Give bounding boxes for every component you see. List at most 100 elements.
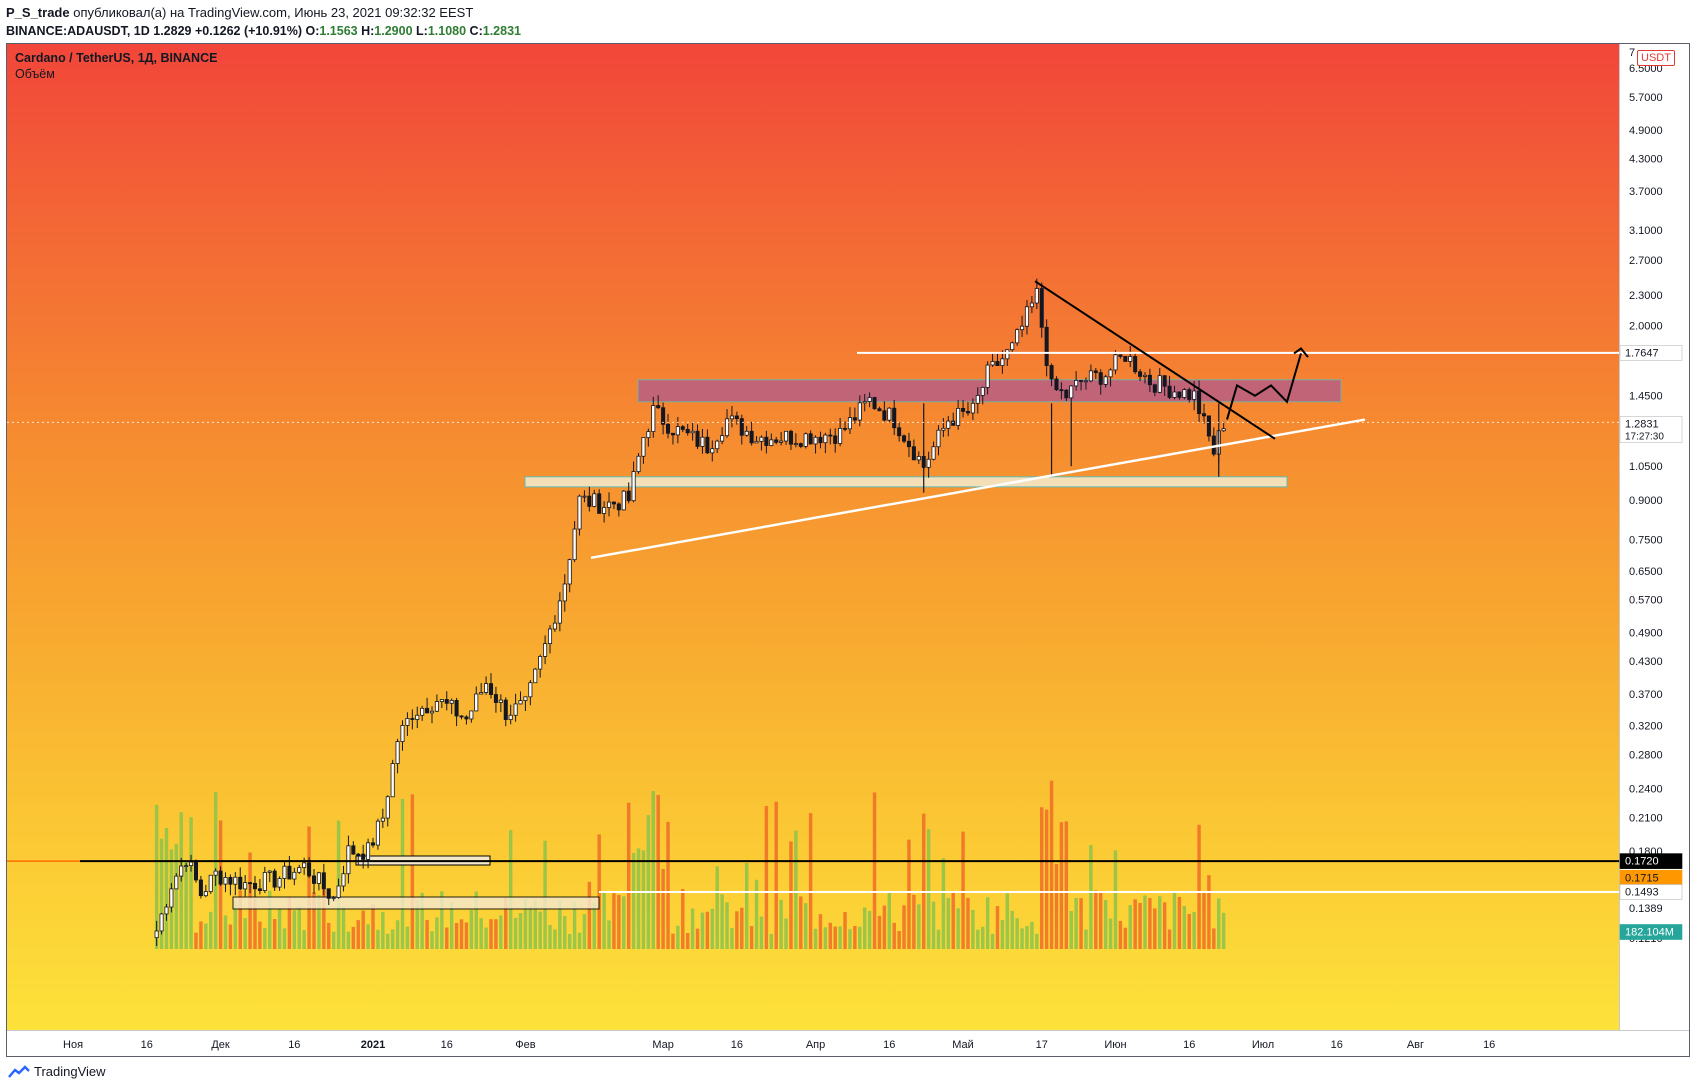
volume-bar [1000, 920, 1005, 949]
candle-body [208, 874, 213, 892]
candle-body [316, 872, 321, 884]
candle-body [602, 507, 607, 514]
candle-body [749, 430, 754, 444]
x-tick-label: 16 [883, 1039, 895, 1051]
volume-bar [228, 924, 233, 949]
volume-bar [926, 829, 931, 949]
candle-body [356, 853, 361, 856]
volume-bar [489, 919, 493, 949]
candle-body [843, 427, 848, 430]
candle-body [1044, 326, 1049, 366]
candle-body [1029, 302, 1034, 308]
volume-bar [853, 926, 857, 949]
candle-body [813, 436, 818, 445]
volume-bar [671, 933, 675, 949]
candle-body [370, 842, 376, 846]
volume-bar [981, 926, 985, 949]
footer-brand[interactable]: TradingView [34, 1064, 106, 1079]
candle-body [621, 490, 626, 511]
candle-body [248, 882, 253, 885]
volume-bar [454, 922, 459, 949]
volume-bar [867, 911, 872, 949]
candle-body [1074, 380, 1079, 387]
y-tick-label: 0.5700 [1629, 595, 1663, 607]
volume-bar [449, 902, 454, 949]
volume-bar [690, 908, 695, 949]
volume-bar [1079, 898, 1083, 949]
volume-bar [641, 850, 646, 949]
candle-body [1059, 389, 1064, 392]
x-tick-label: 16 [1183, 1039, 1195, 1051]
candle-body [729, 415, 734, 420]
volume-bar [1040, 807, 1044, 949]
candle-body [1113, 354, 1118, 371]
volume-bar [420, 892, 424, 949]
volume-bar [386, 933, 390, 949]
candle-body [710, 448, 715, 454]
candle-body [951, 420, 956, 426]
volume-bar [813, 928, 818, 949]
candle-body [302, 862, 307, 868]
candle-body [666, 423, 671, 434]
price-label-box [1619, 924, 1683, 940]
author-name[interactable]: P_S_trade [6, 5, 70, 20]
volume-bar [626, 802, 631, 949]
candle-body [641, 437, 646, 457]
candle-body [366, 842, 371, 860]
ohlc-line: BINANCE:ADAUSDT, 1D 1.2829 +0.1262 (+10.… [6, 22, 521, 40]
x-tick-label: 16 [441, 1039, 453, 1051]
candle-body [380, 817, 385, 822]
footer: TradingView [8, 1064, 106, 1079]
volume-bar [351, 926, 356, 949]
volume-bar [268, 890, 272, 949]
volume-bar [843, 912, 847, 949]
time-axis[interactable] [7, 1030, 1689, 1056]
candle-body [179, 865, 184, 877]
volume-bar [1207, 875, 1211, 949]
volume-bar [592, 902, 596, 949]
currency-badge[interactable]: USDT [1637, 50, 1675, 66]
volume-bar [818, 914, 823, 949]
candle-body [931, 446, 936, 460]
volume-bar [189, 817, 193, 949]
volume-bar [1197, 824, 1201, 949]
volume-bar [258, 921, 262, 949]
candle-body [823, 434, 828, 444]
plot-area[interactable] [7, 44, 1619, 1030]
candle-body [1123, 356, 1128, 362]
candle-body [720, 435, 725, 442]
candle-body [1010, 342, 1015, 351]
y-tick-label: 6.5000 [1629, 63, 1663, 75]
candle-body [346, 845, 351, 875]
candle-body [739, 418, 744, 436]
volume-bar [410, 794, 415, 949]
volume-bar [1089, 845, 1093, 949]
volume-bar [912, 894, 916, 949]
candle-body [484, 683, 489, 693]
y-tick-label: 0.4300 [1629, 656, 1663, 668]
low-value: 1.1080 [427, 24, 467, 38]
candle-body [1000, 358, 1005, 366]
candle-body [680, 426, 685, 430]
volume-bar [685, 932, 690, 949]
volume-bar [966, 897, 970, 949]
volume-bar [1167, 929, 1172, 949]
volume-bar [956, 908, 960, 949]
volume-bar [892, 922, 896, 949]
volume-bar [1103, 900, 1108, 949]
candle-body [975, 395, 980, 404]
candle-body [243, 882, 248, 890]
volume-bar [681, 889, 685, 949]
candle-body [174, 875, 179, 890]
candle-body [287, 865, 292, 880]
chart-frame[interactable]: 7 6.5000 5.7000 4.9000 4.3000 3.7000 3.1000 2.7… [6, 43, 1690, 1057]
candle-body [405, 718, 410, 726]
candle-body [857, 402, 862, 421]
volume-bar [1025, 925, 1029, 949]
candle-body [538, 656, 543, 670]
chart-svg: 7 6.5000 5.7000 4.9000 4.3000 3.7000 3.1000 2.7… [7, 47, 1683, 1051]
volume-bar [661, 869, 665, 949]
volume-bar [902, 905, 906, 949]
volume-bar [931, 901, 936, 949]
volume-bar [995, 906, 1000, 949]
